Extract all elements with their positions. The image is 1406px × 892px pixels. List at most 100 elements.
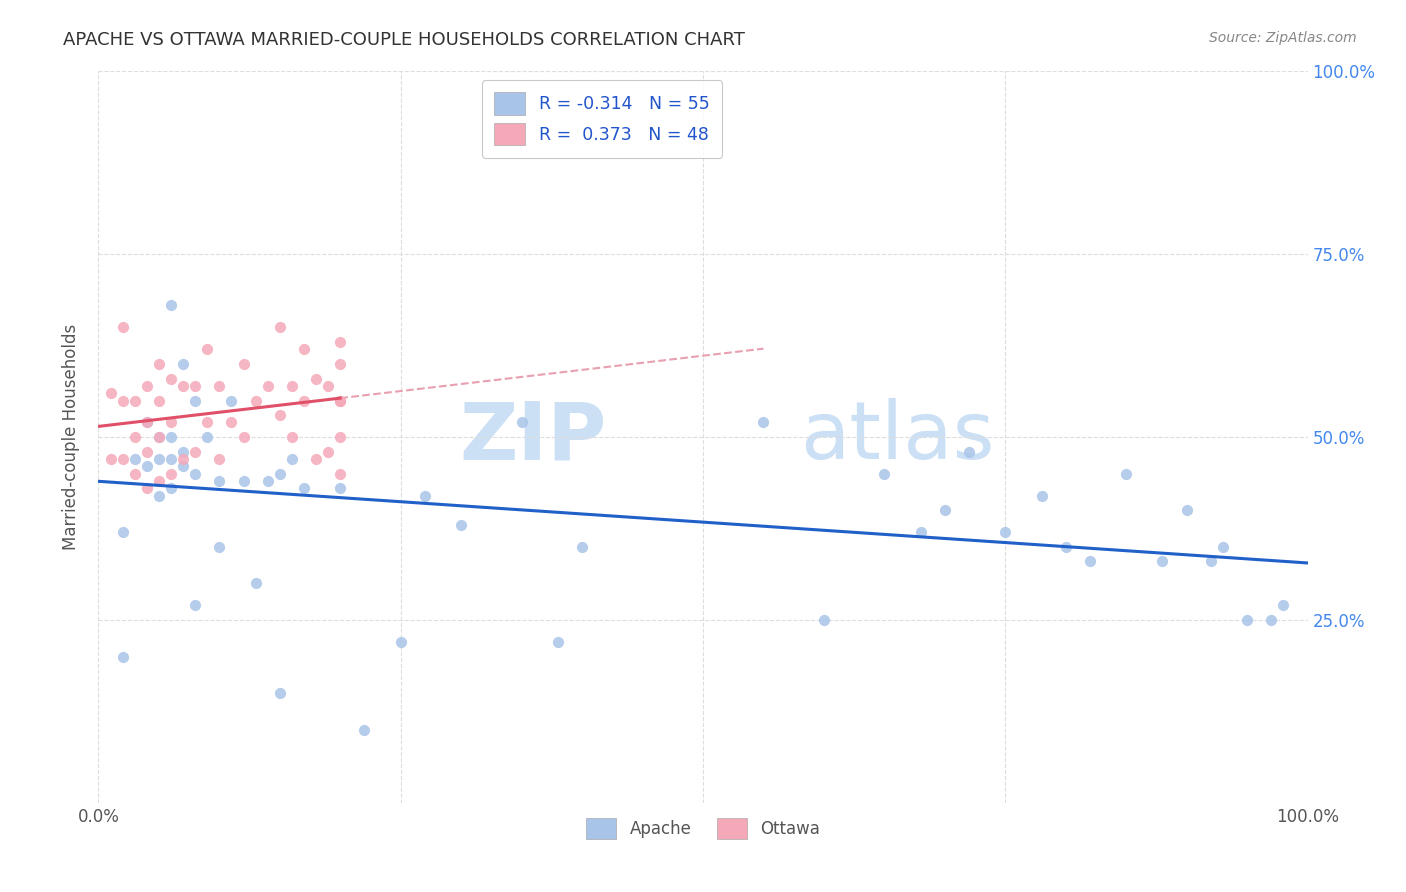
Point — [329, 393, 352, 408]
Point — [184, 599, 207, 613]
Point — [813, 613, 835, 627]
Point — [160, 371, 183, 385]
Point — [1054, 540, 1077, 554]
Point — [221, 416, 243, 430]
Point — [510, 416, 533, 430]
Point — [160, 452, 183, 467]
Text: Source: ZipAtlas.com: Source: ZipAtlas.com — [1209, 31, 1357, 45]
Point — [135, 481, 157, 495]
Point — [160, 430, 183, 444]
Point — [281, 379, 304, 393]
Point — [450, 517, 472, 532]
Point — [957, 444, 980, 458]
Point — [172, 357, 194, 371]
Point — [292, 343, 315, 357]
Point — [910, 525, 932, 540]
Point — [111, 649, 134, 664]
Point — [256, 379, 278, 393]
Point — [172, 444, 194, 458]
Point — [232, 357, 254, 371]
Point — [256, 474, 278, 488]
Point — [329, 467, 352, 481]
Point — [160, 481, 183, 495]
Point — [389, 635, 412, 649]
Point — [329, 430, 352, 444]
Point — [752, 416, 775, 430]
Point — [208, 379, 231, 393]
Point — [100, 452, 122, 467]
Point — [329, 357, 352, 371]
Point — [1175, 503, 1198, 517]
Point — [994, 525, 1017, 540]
Point — [571, 540, 593, 554]
Point — [269, 320, 291, 334]
Point — [124, 467, 146, 481]
Point — [195, 343, 218, 357]
Point — [184, 444, 207, 458]
Point — [172, 459, 194, 474]
Point — [124, 393, 146, 408]
Point — [873, 467, 896, 481]
Point — [1199, 554, 1222, 568]
Point — [269, 408, 291, 422]
Point — [1260, 613, 1282, 627]
Point — [172, 379, 194, 393]
Point — [148, 489, 170, 503]
Point — [160, 467, 183, 481]
Point — [135, 459, 157, 474]
Point — [329, 393, 352, 408]
Point — [232, 474, 254, 488]
Point — [208, 474, 231, 488]
Point — [148, 452, 170, 467]
Point — [184, 379, 207, 393]
Point — [124, 452, 146, 467]
Point — [305, 371, 328, 385]
Point — [184, 393, 207, 408]
Point — [547, 635, 569, 649]
Text: atlas: atlas — [800, 398, 994, 476]
Point — [316, 444, 339, 458]
Point — [269, 686, 291, 700]
Point — [1115, 467, 1137, 481]
Point — [934, 503, 956, 517]
Point — [111, 525, 134, 540]
Point — [413, 489, 436, 503]
Point — [329, 334, 352, 349]
Point — [148, 430, 170, 444]
Point — [1031, 489, 1053, 503]
Point — [245, 576, 267, 591]
Point — [135, 416, 157, 430]
Point — [269, 467, 291, 481]
Point — [281, 430, 304, 444]
Legend: Apache, Ottawa: Apache, Ottawa — [576, 808, 830, 849]
Point — [1236, 613, 1258, 627]
Point — [148, 430, 170, 444]
Point — [195, 430, 218, 444]
Point — [124, 430, 146, 444]
Point — [292, 481, 315, 495]
Point — [221, 393, 243, 408]
Point — [329, 481, 352, 495]
Y-axis label: Married-couple Households: Married-couple Households — [62, 324, 80, 550]
Point — [135, 416, 157, 430]
Point — [160, 416, 183, 430]
Point — [148, 474, 170, 488]
Point — [111, 452, 134, 467]
Point — [208, 452, 231, 467]
Point — [160, 298, 183, 312]
Point — [316, 379, 339, 393]
Point — [208, 540, 231, 554]
Point — [281, 452, 304, 467]
Point — [184, 467, 207, 481]
Point — [100, 386, 122, 401]
Point — [148, 393, 170, 408]
Point — [195, 416, 218, 430]
Point — [305, 452, 328, 467]
Point — [135, 444, 157, 458]
Point — [135, 379, 157, 393]
Point — [292, 393, 315, 408]
Point — [245, 393, 267, 408]
Point — [1078, 554, 1101, 568]
Point — [232, 430, 254, 444]
Text: ZIP: ZIP — [458, 398, 606, 476]
